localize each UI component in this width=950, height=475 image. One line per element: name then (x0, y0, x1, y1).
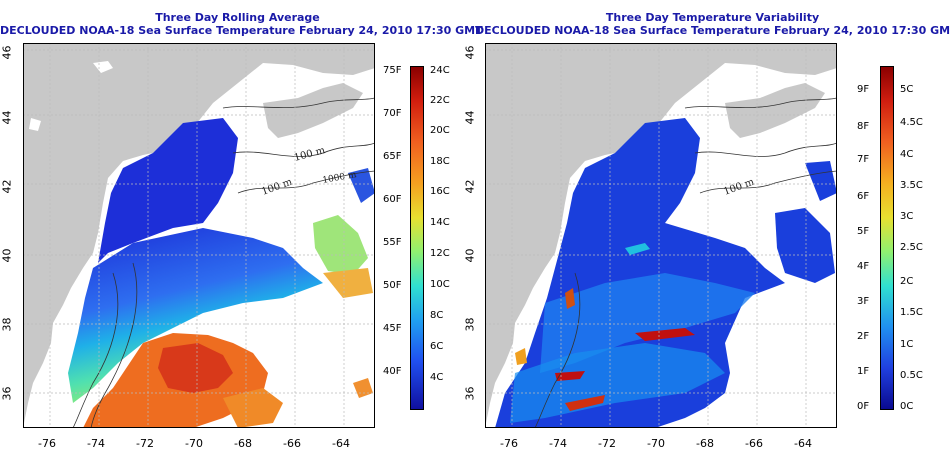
lat-tick: 36 (463, 386, 477, 401)
colorbar-f-label: 9F (857, 84, 870, 95)
lat-tick: 44 (463, 110, 477, 125)
lat-tick: 46 (0, 45, 14, 60)
colorbar-f-label: 55F (383, 237, 402, 248)
land-mass (485, 43, 837, 428)
land-mass (23, 43, 375, 428)
colorbar-c-label: 24C (430, 65, 450, 76)
colorbar-c-label: 4C (430, 372, 444, 383)
nova-scotia (725, 83, 825, 138)
right-panel: Three Day Temperature Variability DECLOU… (464, 0, 950, 475)
colorbar-f-label: 70F (383, 108, 402, 119)
lon-tick: -76 (500, 437, 518, 450)
colorbar-c-label: 0C (900, 401, 914, 412)
colorbar-f-label: 60F (383, 194, 402, 205)
lat-tick: 40 (0, 248, 14, 263)
colorbar-c-label: 2C (900, 276, 914, 287)
colorbar-c-label: 1.5C (900, 307, 923, 318)
colorbar-c-label: 2.5C (900, 242, 923, 253)
lon-tick: -68 (696, 437, 714, 450)
colorbar-c-label: 3.5C (900, 180, 923, 191)
colorbar-c-label: 18C (430, 156, 450, 167)
colorbar-c-label: 14C (430, 217, 450, 228)
lat-tick: 36 (0, 386, 14, 401)
lon-tick: -72 (598, 437, 616, 450)
nova-scotia (263, 83, 363, 138)
colorbar-f-label: 65F (383, 151, 402, 162)
colorbar-c-label: 0.5C (900, 370, 923, 381)
lat-tick: 38 (463, 317, 477, 332)
lat-tick: 44 (0, 110, 14, 125)
colorbar-c-label: 3C (900, 211, 914, 222)
lat-tick: 42 (0, 179, 14, 194)
colorbar-f-label: 50F (383, 280, 402, 291)
right-map: 100 m (485, 43, 837, 428)
colorbar-c-label: 6C (430, 341, 444, 352)
left-panel: Three Day Rolling Average DECLOUDED NOAA… (0, 11, 483, 450)
lat-tick: 46 (463, 45, 477, 60)
lon-tick: -70 (647, 437, 665, 450)
right-title-line2: DECLOUDED NOAA-18 Sea Surface Temperatur… (475, 24, 950, 37)
lon-tick: -66 (745, 437, 763, 450)
left-title-line2: DECLOUDED NOAA-18 Sea Surface Temperatur… (0, 24, 483, 37)
colorbar-c-label: 5C (900, 84, 914, 95)
colorbar-f-label: 45F (383, 323, 402, 334)
lon-tick: -74 (87, 437, 105, 450)
colorbar-f-label: 6F (857, 191, 870, 202)
colorbar-c-label: 4.5C (900, 117, 923, 128)
colorbar-f-label: 4F (857, 261, 870, 272)
right-colorbar (880, 66, 894, 410)
colorbar-f-label: 2F (857, 331, 870, 342)
lat-tick: 38 (0, 317, 14, 332)
lat-tick: 40 (463, 248, 477, 263)
colorbar-f-label: 1F (857, 366, 870, 377)
lat-tick: 42 (463, 179, 477, 194)
colorbar-c-label: 12C (430, 248, 450, 259)
colorbar-c-label: 20C (430, 125, 450, 136)
left-colorbar (410, 66, 424, 410)
lon-tick: -64 (794, 437, 812, 450)
colorbar-c-label: 10C (430, 279, 450, 290)
colorbar-f-label: 40F (383, 366, 402, 377)
left-title-line1: Three Day Rolling Average (155, 11, 320, 24)
lon-tick: -66 (283, 437, 301, 450)
colorbar-f-label: 3F (857, 296, 870, 307)
colorbar-f-label: 8F (857, 121, 870, 132)
colorbar-c-label: 1C (900, 339, 914, 350)
colorbar-c-label: 4C (900, 149, 914, 160)
lon-tick: -64 (332, 437, 350, 450)
left-map: 100 m 100 m 1000 m (23, 43, 375, 428)
colorbar-f-label: 75F (383, 65, 402, 76)
lon-tick: -72 (136, 437, 154, 450)
right-title-line1: Three Day Temperature Variability (605, 11, 820, 24)
lon-tick: -76 (38, 437, 56, 450)
lon-tick: -68 (234, 437, 252, 450)
colorbar-c-label: 16C (430, 186, 450, 197)
colorbar-c-label: 22C (430, 95, 450, 106)
lon-tick: -70 (185, 437, 203, 450)
colorbar-f-label: 7F (857, 154, 870, 165)
colorbar-c-label: 8C (430, 310, 444, 321)
colorbar-f-label: 5F (857, 226, 870, 237)
colorbar-f-label: 0F (857, 401, 870, 412)
lon-tick: -74 (549, 437, 567, 450)
